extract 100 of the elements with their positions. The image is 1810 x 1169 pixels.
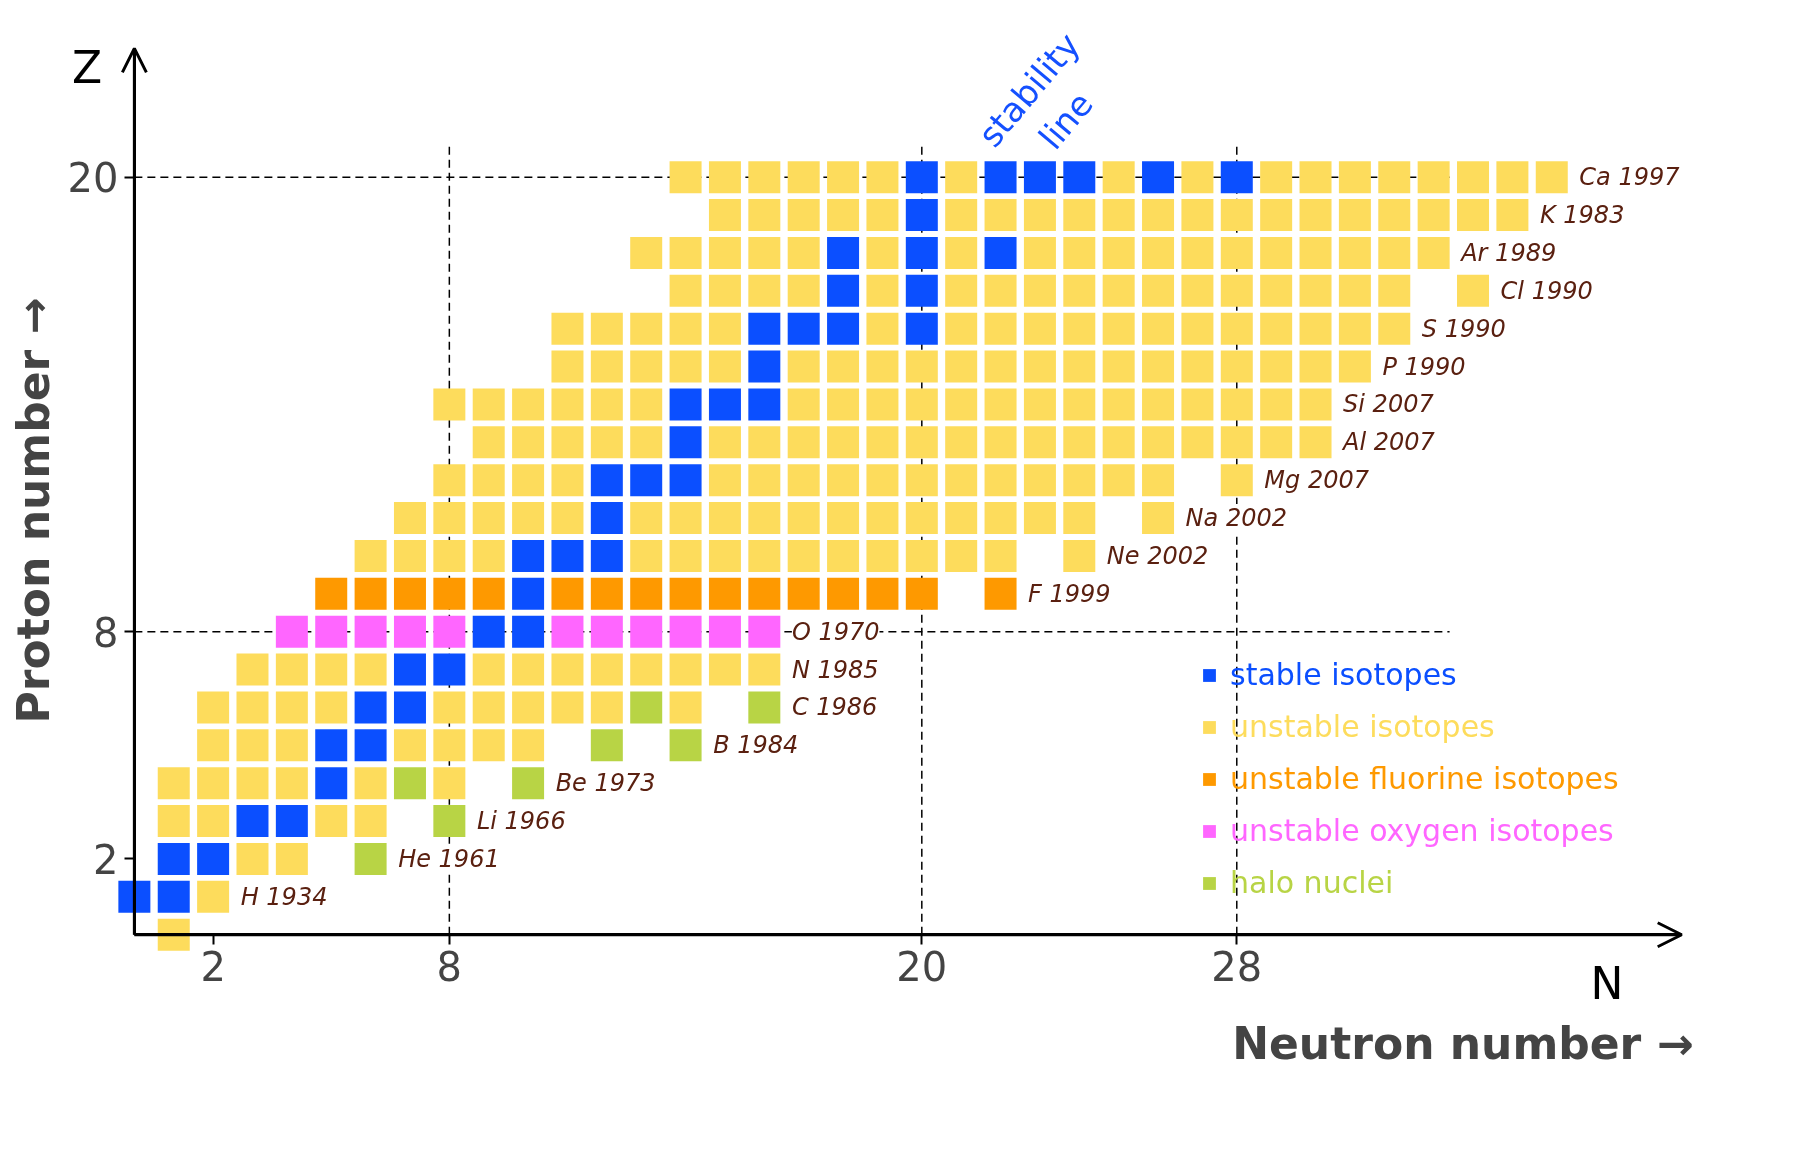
point [669,426,702,459]
point [590,615,623,648]
annotation: Li 1966 [476,807,566,836]
point [236,805,269,838]
x-tick-label: 2 [200,943,226,990]
annotation: C 1986 [791,693,878,722]
point [905,199,938,232]
point [866,577,899,610]
annotation: H 1934 [240,882,328,911]
annotation: P 1990 [1382,352,1466,381]
y-tick-label: 20 [67,155,119,202]
point [905,577,938,610]
point [275,805,308,838]
point [393,653,426,686]
point [393,615,426,648]
point [708,388,741,421]
annotation: He 1961 [398,844,500,873]
legend-label: unstable fluorine isotopes [1230,761,1619,796]
point [157,880,190,913]
point [551,577,584,610]
point [748,350,781,383]
point [433,577,466,610]
point [157,842,190,875]
point [118,880,151,913]
point [393,691,426,724]
point [590,539,623,572]
point [669,388,702,421]
x-axis-title: Neutron number → [1232,1017,1694,1069]
text: Z [72,41,103,93]
point [315,767,348,800]
annotation: Na 2002 [1185,504,1287,533]
point [354,842,387,875]
point [787,577,820,610]
legend-label: unstable isotopes [1230,709,1495,744]
point [393,577,426,610]
point [748,388,781,421]
point [512,615,545,648]
y-tick-label: 8 [92,609,119,656]
annotation: S 1990 [1421,314,1506,343]
point [275,615,308,648]
point [433,805,466,838]
point [905,274,938,307]
annotation: Al 2007 [1341,428,1436,457]
point [551,615,584,648]
annotation: Si 2007 [1343,390,1435,419]
legend-label: unstable oxygen isotopes [1230,813,1614,848]
point [1063,161,1096,194]
annotation: Cl 1990 [1500,276,1593,305]
point [1142,161,1175,194]
point [590,502,623,535]
point [512,577,545,610]
point [512,767,545,800]
point [354,577,387,610]
point [315,577,348,610]
point [984,161,1017,194]
point [433,615,466,648]
y-axis-title: Proton number → [7,297,59,724]
point [315,729,348,762]
point [984,577,1017,610]
legend-label: stable isotopes [1230,657,1457,692]
point [472,615,505,648]
x-tick-label: 20 [896,943,948,990]
annotation: Ar 1989 [1459,238,1557,267]
point [827,236,860,269]
annotation: O 1970 [791,617,880,646]
point [905,161,938,194]
point [669,464,702,497]
point [590,729,623,762]
legend-label: halo nuclei [1230,865,1394,900]
point [905,236,938,269]
annotation: Mg 2007 [1264,466,1370,495]
point [315,615,348,648]
annotation: B 1984 [713,731,799,760]
point [630,615,663,648]
point [590,577,623,610]
point [669,615,702,648]
point [472,577,505,610]
point [354,615,387,648]
point [1023,161,1056,194]
point [1220,161,1253,194]
point [708,615,741,648]
point [630,577,663,610]
point [590,464,623,497]
point [984,236,1017,269]
point [551,539,584,572]
point [630,464,663,497]
text: N [1590,958,1624,1010]
point [748,615,781,648]
annotation: Ne 2002 [1106,541,1209,570]
point [433,653,466,686]
point [748,691,781,724]
point [669,729,702,762]
annotation: K 1983 [1539,201,1625,230]
point [354,691,387,724]
point [630,691,663,724]
point [197,842,230,875]
point [827,577,860,610]
point [827,274,860,307]
point [748,577,781,610]
annotation: F 1999 [1028,579,1111,608]
